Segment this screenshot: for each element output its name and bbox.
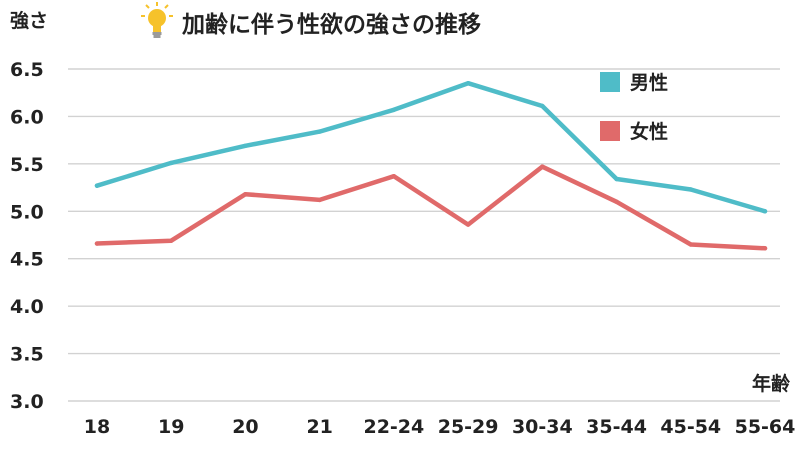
data-point — [391, 107, 397, 112]
legend-label-male: 男性 — [630, 71, 668, 94]
data-point — [317, 129, 322, 134]
data-point — [762, 246, 768, 251]
x-tick-label: 18 — [84, 416, 110, 438]
data-point — [169, 160, 174, 166]
y-tick-label: 5.0 — [10, 201, 44, 223]
legend-swatch-male — [600, 72, 620, 92]
legend-label-female: 女性 — [630, 120, 668, 143]
data-point — [540, 164, 545, 169]
series-line-female — [94, 164, 768, 251]
chart-title: 加齢に伴う性欲の強さの推移 — [181, 11, 481, 38]
data-point — [94, 183, 100, 188]
data-point — [243, 143, 248, 149]
y-tick-label: 5.5 — [10, 154, 44, 176]
legend-swatch-female — [600, 121, 620, 141]
data-point — [94, 241, 100, 246]
y-tick-label: 4.0 — [10, 296, 44, 318]
lightbulb-icon — [141, 2, 173, 38]
x-tick-label: 55-64 — [735, 416, 796, 438]
x-tick-label: 20 — [232, 416, 258, 438]
x-tick-label: 21 — [306, 416, 332, 438]
data-point — [688, 187, 693, 192]
data-point — [614, 199, 619, 204]
series-line-male — [94, 80, 768, 214]
data-point — [688, 242, 693, 247]
data-point — [465, 81, 471, 86]
y-tick-label: 6.0 — [10, 106, 44, 128]
data-point — [762, 209, 768, 214]
x-tick-label: 25-29 — [438, 416, 499, 438]
x-tick-label: 22-24 — [363, 416, 424, 438]
x-axis-label: 年齢 — [752, 372, 791, 395]
x-axis-ticks: 18 19 20 21 22-24 25-29 30-34 35-44 45-54 55-64 — [84, 416, 796, 438]
legend: 男性 女性 — [600, 71, 668, 143]
data-point — [465, 222, 471, 227]
y-tick-label: 6.5 — [10, 59, 44, 81]
grid-lines — [68, 68, 780, 402]
y-axis-ticks: 3.0 3.5 4.0 4.5 5.0 5.5 6.0 6.5 — [10, 59, 44, 413]
data-point — [614, 176, 619, 182]
data-point — [317, 197, 322, 203]
y-tick-label: 3.0 — [10, 391, 44, 413]
x-tick-label: 35-44 — [586, 416, 647, 438]
series-lines — [94, 80, 768, 251]
x-tick-label: 30-34 — [512, 416, 573, 438]
y-tick-label: 4.5 — [10, 249, 44, 271]
y-axis-label: 強さ — [10, 10, 48, 32]
data-point — [391, 173, 397, 179]
y-tick-label: 3.5 — [10, 344, 44, 366]
data-point — [169, 238, 174, 243]
data-point — [243, 192, 248, 197]
x-tick-label: 45-54 — [660, 416, 721, 438]
x-tick-label: 19 — [158, 416, 184, 438]
data-point — [540, 103, 545, 109]
